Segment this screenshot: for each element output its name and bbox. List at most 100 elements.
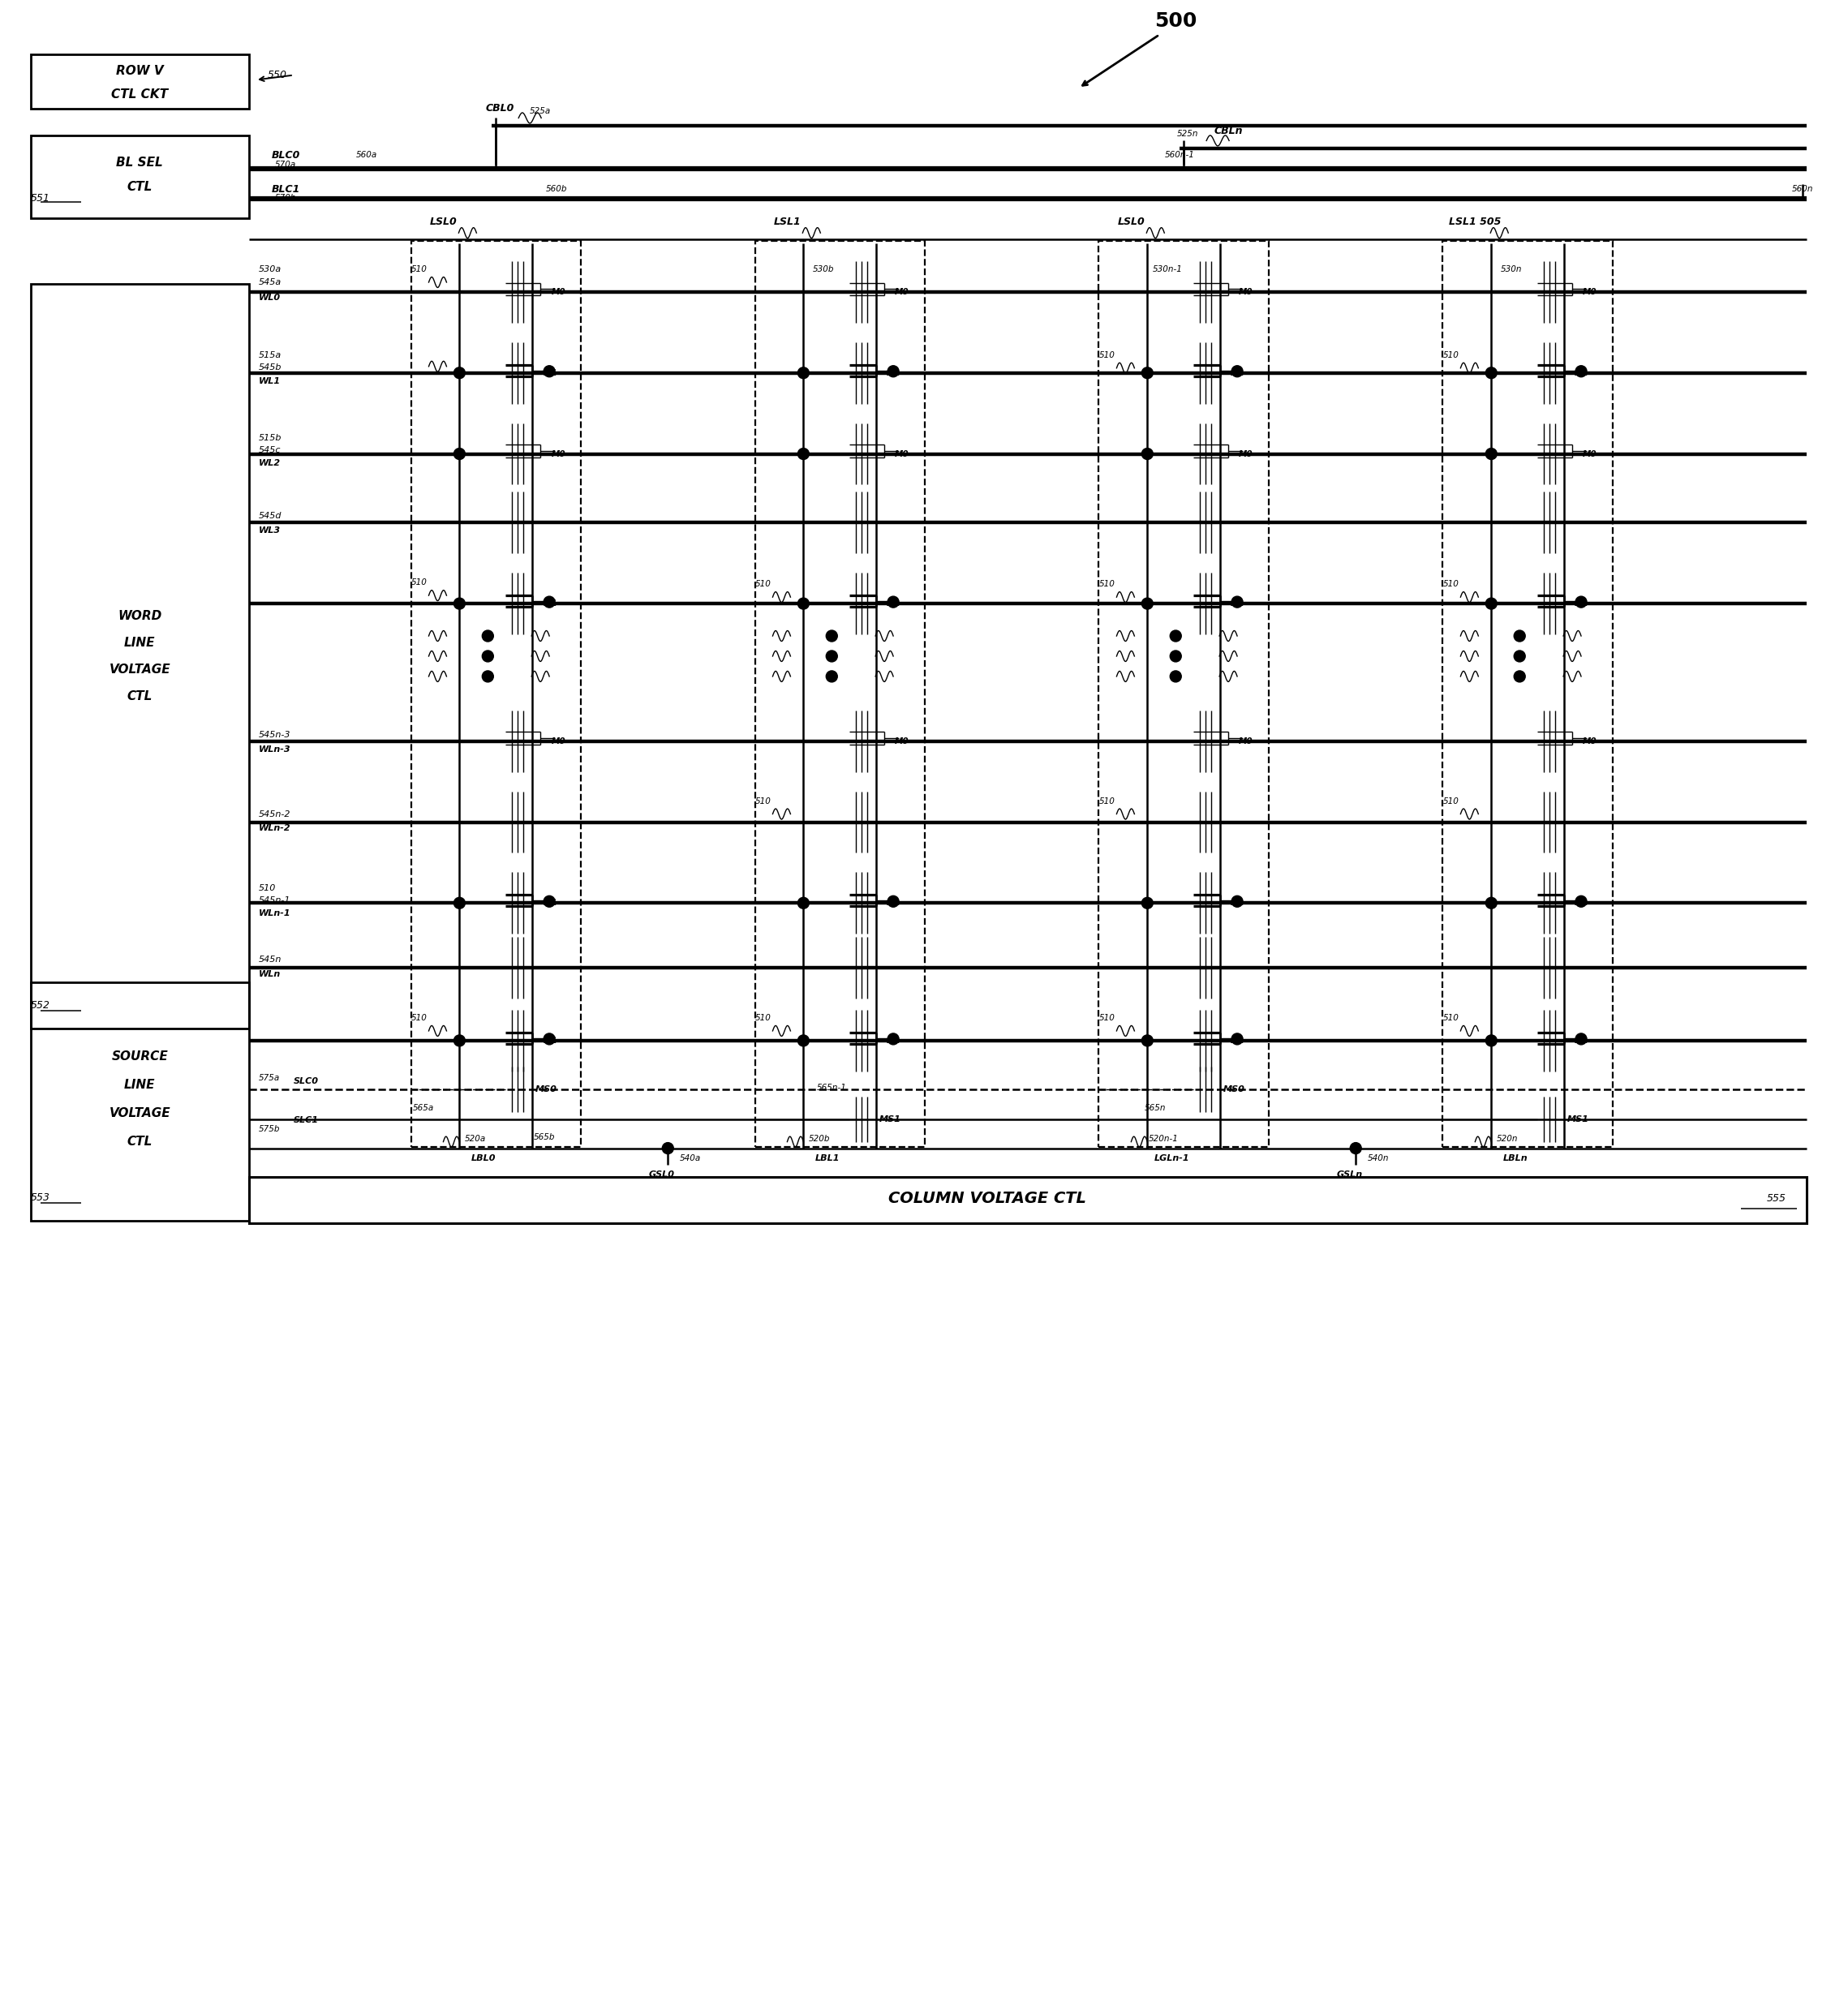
Text: CTL: CTL [128,181,153,193]
Circle shape [1486,896,1497,909]
Text: M1: M1 [1574,599,1589,607]
Text: 545n-2: 545n-2 [259,810,290,818]
Text: 520n-1: 520n-1 [1149,1134,1179,1142]
Text: M1: M1 [887,898,902,907]
Circle shape [798,1035,809,1047]
Text: 570a: 570a [275,161,296,169]
Text: 560a: 560a [357,151,377,159]
Text: 540a: 540a [680,1154,700,1162]
Text: MS0: MS0 [1223,1085,1246,1093]
Circle shape [798,448,809,460]
Circle shape [1351,1142,1362,1154]
Circle shape [482,631,493,641]
Text: 520a: 520a [466,1134,486,1142]
Bar [410,241,580,1146]
Circle shape [1231,1033,1244,1045]
Text: ROW V: ROW V [116,64,164,76]
Text: M0: M0 [551,287,565,295]
Circle shape [887,597,898,607]
Circle shape [1486,368,1497,378]
Text: LSL1 505: LSL1 505 [1449,217,1501,227]
Text: M0: M0 [551,450,565,458]
Text: MS0: MS0 [536,1085,556,1093]
Circle shape [1486,448,1497,460]
Circle shape [1514,631,1525,641]
Circle shape [887,896,898,907]
Text: M0: M0 [1238,450,1253,458]
Text: M0: M0 [1584,738,1597,746]
Text: M1: M1 [543,599,558,607]
Bar [31,137,249,219]
Circle shape [1486,1035,1497,1047]
Bar [1443,241,1613,1146]
Circle shape [455,896,466,909]
Circle shape [887,366,898,378]
Circle shape [1142,1035,1153,1047]
Circle shape [482,671,493,681]
Text: 510: 510 [754,798,771,806]
Circle shape [1231,597,1244,607]
Text: 545a: 545a [259,277,281,285]
Text: 565n-1: 565n-1 [817,1083,846,1091]
Text: M1: M1 [543,1037,558,1045]
Text: LBL0: LBL0 [471,1154,495,1162]
Circle shape [1142,597,1153,609]
Circle shape [455,368,466,378]
Circle shape [1142,448,1153,460]
Circle shape [1514,651,1525,661]
Text: 545n-3: 545n-3 [259,730,290,740]
Text: MS1: MS1 [1567,1116,1589,1124]
Circle shape [1486,597,1497,609]
Text: 510: 510 [410,579,427,587]
Circle shape [543,597,554,607]
Circle shape [826,631,837,641]
Circle shape [455,1035,466,1047]
Text: WLn-3: WLn-3 [259,746,290,754]
Text: M0: M0 [1584,450,1597,458]
Text: M0: M0 [894,450,909,458]
Text: LBLn: LBLn [1502,1154,1528,1162]
Circle shape [543,896,554,907]
Text: VOLTAGE: VOLTAGE [109,1108,170,1120]
Text: GSL0: GSL0 [649,1170,675,1178]
Text: WL2: WL2 [259,460,281,468]
Text: 560b: 560b [545,185,567,193]
Circle shape [1576,597,1587,607]
Text: 575a: 575a [259,1073,281,1081]
Circle shape [482,651,493,661]
Text: BLC0: BLC0 [272,151,299,161]
Text: BLC1: BLC1 [272,185,299,195]
Circle shape [543,1033,554,1045]
Text: M1: M1 [1231,1037,1246,1045]
Text: WL0: WL0 [259,293,281,302]
Text: VOLTAGE: VOLTAGE [109,663,170,675]
Circle shape [1170,671,1181,681]
Text: 510: 510 [1100,1013,1114,1021]
Text: M1: M1 [543,898,558,907]
Text: 510: 510 [1443,798,1458,806]
Text: 510: 510 [1443,581,1458,589]
Text: CTL: CTL [128,1136,153,1148]
Text: M1: M1 [887,1037,902,1045]
Text: 510: 510 [410,265,427,273]
Text: 525n: 525n [1177,131,1199,139]
Text: 510: 510 [1443,1013,1458,1021]
Circle shape [1231,366,1244,378]
Text: 530b: 530b [813,265,835,273]
Bar [1100,241,1270,1146]
Text: M1: M1 [1231,370,1246,378]
Text: LINE: LINE [124,1079,155,1091]
Circle shape [1142,368,1153,378]
Text: 555: 555 [1767,1194,1785,1204]
Text: LSL0: LSL0 [429,217,456,227]
Text: 565a: 565a [412,1103,434,1112]
Text: 515a: 515a [259,352,281,360]
Text: 545d: 545d [259,513,283,521]
Circle shape [455,448,466,460]
Text: 510: 510 [1100,352,1114,360]
Text: LGLn-1: LGLn-1 [1153,1154,1190,1162]
Circle shape [662,1142,673,1154]
Text: 510: 510 [1100,798,1114,806]
Circle shape [1170,651,1181,661]
Circle shape [1231,896,1244,907]
